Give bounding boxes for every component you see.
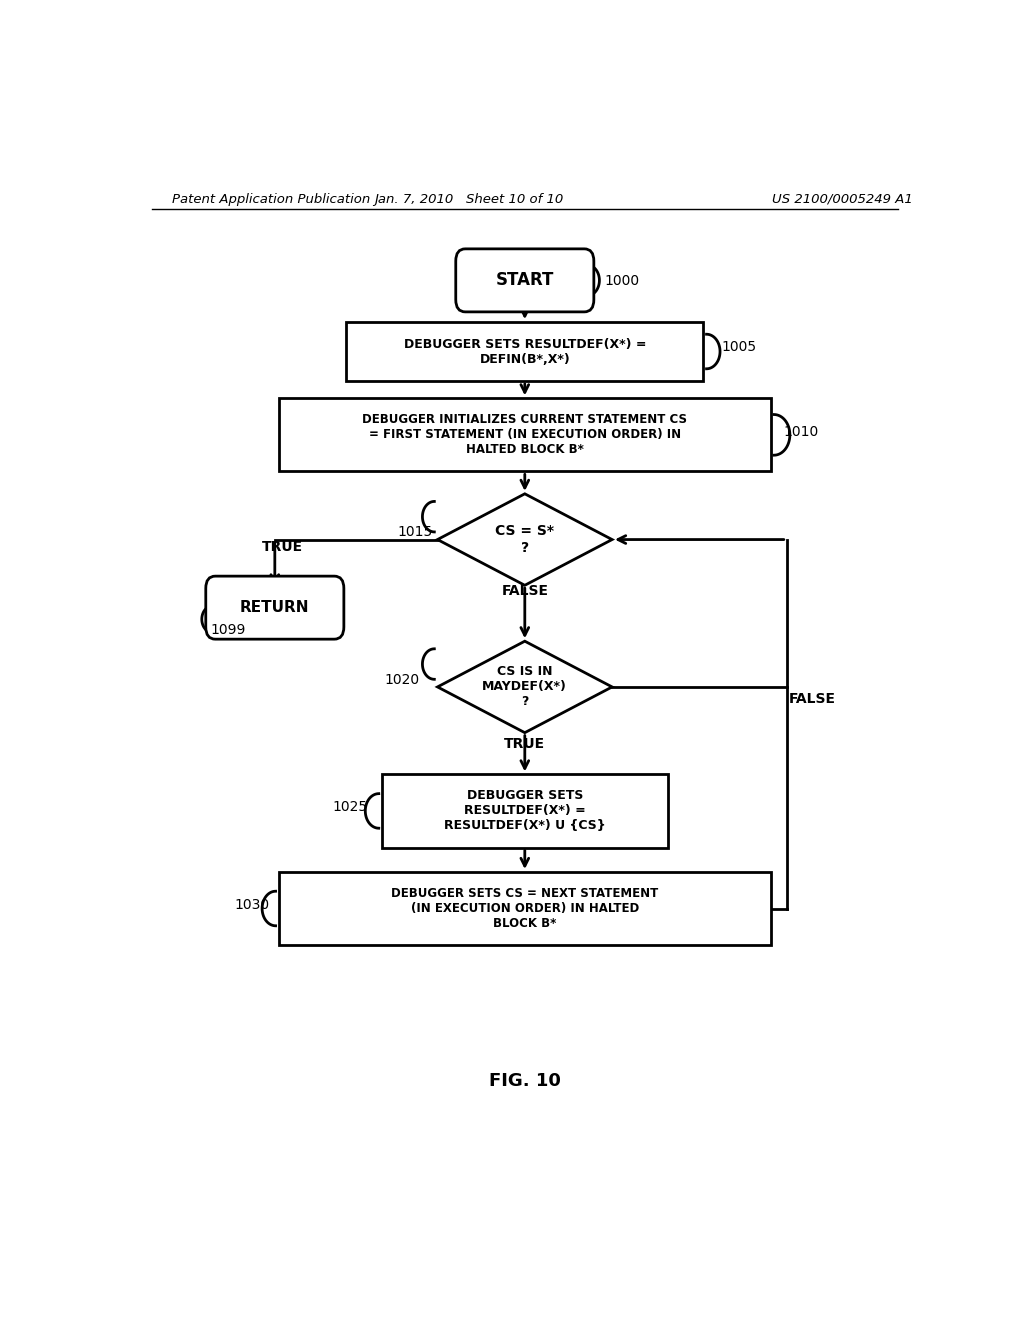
Text: TRUE: TRUE <box>261 540 303 553</box>
Text: 1025: 1025 <box>333 800 368 814</box>
Text: 1099: 1099 <box>210 623 246 638</box>
Text: DEBUGGER SETS CS = NEXT STATEMENT
(IN EXECUTION ORDER) IN HALTED
BLOCK B*: DEBUGGER SETS CS = NEXT STATEMENT (IN EX… <box>391 887 658 931</box>
Bar <box>279 399 771 471</box>
Text: TRUE: TRUE <box>504 737 546 751</box>
Text: CS = S*
?: CS = S* ? <box>496 524 554 554</box>
Polygon shape <box>437 642 612 733</box>
FancyBboxPatch shape <box>456 249 594 312</box>
Text: 1015: 1015 <box>397 525 433 540</box>
Text: Patent Application Publication: Patent Application Publication <box>172 193 370 206</box>
Text: 1020: 1020 <box>385 673 420 686</box>
Text: RETURN: RETURN <box>240 601 309 615</box>
FancyBboxPatch shape <box>206 576 344 639</box>
Text: DEBUGGER INITIALIZES CURRENT STATEMENT CS
= FIRST STATEMENT (IN EXECUTION ORDER): DEBUGGER INITIALIZES CURRENT STATEMENT C… <box>362 413 687 457</box>
Bar <box>279 873 771 945</box>
Text: US 2100/0005249 A1: US 2100/0005249 A1 <box>772 193 912 206</box>
Polygon shape <box>437 494 612 585</box>
Text: Jan. 7, 2010   Sheet 10 of 10: Jan. 7, 2010 Sheet 10 of 10 <box>375 193 564 206</box>
Text: 1010: 1010 <box>783 425 819 438</box>
Text: DEBUGGER SETS RESULTDEF(X*) =
DEFIN(B*,X*): DEBUGGER SETS RESULTDEF(X*) = DEFIN(B*,X… <box>403 338 646 366</box>
Text: FALSE: FALSE <box>788 692 836 706</box>
Text: FIG. 10: FIG. 10 <box>488 1072 561 1090</box>
Text: DEBUGGER SETS
RESULTDEF(X*) =
RESULTDEF(X*) U {CS}: DEBUGGER SETS RESULTDEF(X*) = RESULTDEF(… <box>444 789 605 833</box>
Bar <box>346 322 703 381</box>
Text: FALSE: FALSE <box>502 585 548 598</box>
Bar <box>382 775 668 847</box>
Text: 1005: 1005 <box>722 341 757 355</box>
Text: CS IS IN
MAYDEF(X*)
?: CS IS IN MAYDEF(X*) ? <box>482 665 567 709</box>
Text: 1000: 1000 <box>604 275 639 288</box>
Text: START: START <box>496 272 554 289</box>
Text: 1030: 1030 <box>234 899 269 912</box>
